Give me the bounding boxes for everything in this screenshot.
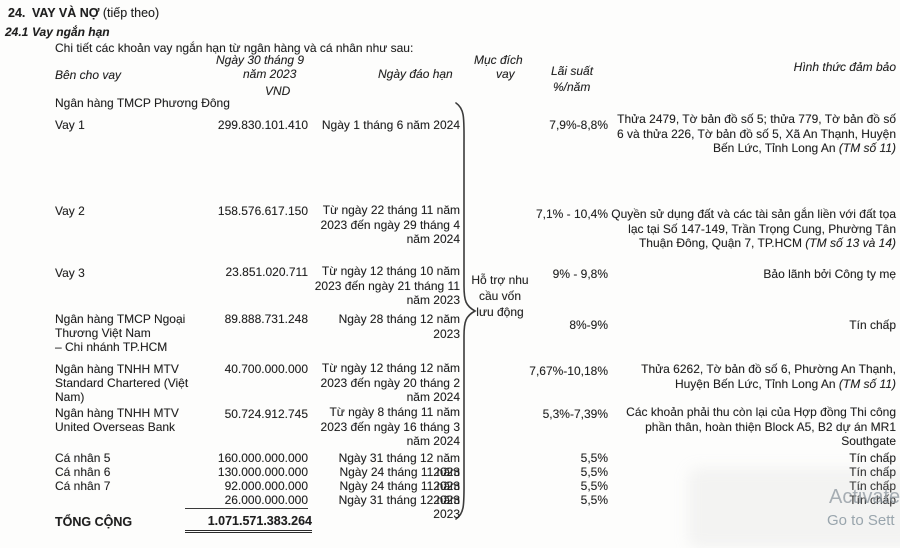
row-collateral: Bảo lãnh bởi Công ty mẹ (763, 267, 896, 281)
row-amount: 89.888.731.248 (224, 312, 308, 326)
row-lender: Ngân hàng TMCP Ngoại Thương Việt Nam – C… (55, 312, 210, 354)
row-lender: Cá nhân 7 (55, 479, 111, 493)
header-collateral: Hình thức đảm bảo (793, 60, 896, 74)
row-lender: Ngân hàng TNHH MTV United Overseas Bank (55, 406, 179, 434)
header-amount-unit: VND (265, 84, 291, 98)
row-amount: 40.700.000.000 (224, 362, 308, 376)
header-purpose-line2: vay (496, 67, 515, 81)
row-maturity: Từ ngày 12 tháng 10 năm 2023 đến ngày 21… (314, 264, 460, 308)
header-purpose-line1: Mục đích (474, 53, 523, 67)
row-maturity: Từ ngày 12 tháng 12 năm 2023 đến ngày 20… (320, 361, 460, 405)
row-collateral: Quyền sử dụng đất và các tài sản gắn liề… (610, 207, 896, 251)
row-maturity: Ngày 28 tháng 12 năm 2023 (338, 312, 460, 341)
row-maturity: Từ ngày 22 tháng 11 năm 2023 đến ngày 29… (320, 203, 460, 247)
header-lender: Bên cho vay (55, 68, 122, 82)
row-amount: 158.576.617.150 (217, 204, 308, 218)
row-collateral: Tín chấp (849, 465, 896, 479)
lender-branch: – Chi nhánh TP.HCM (55, 340, 168, 354)
row-amount: 50.724.912.745 (224, 407, 308, 421)
total-amount: 1.071.571.383.264 (185, 514, 312, 533)
section-title-text: VAY VÀ NỢ (32, 6, 100, 20)
collateral-note: (TM số 13 và 14) (805, 236, 896, 251)
go-to-settings-watermark: Go to Sett (827, 512, 895, 529)
row-amount: 130.000.000.000 (217, 465, 308, 479)
row-amount: 26.000.000.000 (185, 493, 308, 509)
row-amount: 299.830.101.410 (217, 118, 308, 132)
collateral-text: Quyền sử dụng đất và các tài sản gắn liề… (611, 207, 896, 251)
row-collateral: Các khoản phải thu còn lại của Hợp đồng … (626, 405, 896, 449)
row-rate: 7,9%-8,8% (549, 118, 608, 132)
row-maturity: Từ ngày 8 tháng 11 năm 2023 đến ngày 16 … (320, 405, 460, 449)
row-amount: 92.000.000.000 (224, 479, 308, 493)
row-maturity: Ngày 31 tháng 12 năm 2023 (338, 451, 460, 479)
row-collateral: Thửa 2479, Tờ bản đồ số 5; thửa 779, Tờ … (610, 112, 896, 156)
collateral-text: Thửa 6262, Tờ bản đồ số 6, Phường An Thạ… (641, 362, 896, 391)
row-rate: 5,5% (580, 479, 608, 493)
section-title-suffix: (tiếp theo) (99, 6, 160, 20)
purpose-brace-icon (449, 101, 479, 521)
section-title: VAY VÀ NỢ (tiếp theo) (32, 6, 159, 20)
section-number: 24. (8, 6, 26, 20)
row-maturity: Ngày 24 tháng 11 năm 2023 (339, 479, 460, 507)
row-lender: Cá nhân 6 (55, 465, 111, 479)
scan-corner-shade (688, 468, 900, 548)
row-rate: 5,5% (580, 451, 608, 465)
subsection-title: Vay ngắn hạn (32, 25, 110, 39)
row-lender: Ngân hàng TNHH MTV Standard Chartered (V… (55, 362, 189, 404)
row-lender: Vay 3 (55, 266, 85, 280)
row-rate: 9% - 9,8% (552, 267, 608, 281)
row-maturity: Ngày 24 tháng 11 năm 2023 (339, 465, 460, 493)
header-amount-line1: Ngày 30 tháng 9 (216, 53, 305, 67)
collateral-note: (TM số 11) (838, 141, 896, 156)
total-label: TỔNG CỘNG (55, 515, 133, 529)
row-rate: 8%-9% (569, 318, 608, 332)
row-lender: Vay 1 (55, 118, 85, 132)
header-maturity: Ngày đáo hạn (378, 67, 453, 81)
row-lender: Cá nhân 5 (55, 451, 111, 465)
row-collateral: Tín chấp (849, 451, 896, 465)
row-amount: 23.851.020.711 (225, 265, 308, 279)
lender-name: Ngân hàng TMCP Ngoại Thương Việt Nam (55, 312, 186, 340)
row-lender: Vay 2 (55, 204, 85, 218)
collateral-note: (TM số 11) (838, 376, 896, 391)
row-collateral: Tín chấp (849, 493, 896, 507)
subsection-number: 24.1 (5, 25, 29, 39)
row-rate: 5,5% (580, 493, 608, 507)
row-rate: 5,5% (580, 465, 608, 479)
header-rate-line1: Lãi suất (551, 64, 594, 78)
row-rate: 7,67%-10,18% (529, 364, 608, 378)
header-amount-line2: năm 2023 (243, 67, 297, 81)
collateral-text: Thửa 2479, Tờ bản đồ số 5; thửa 779, Tờ … (617, 112, 896, 156)
row-amount: 160.000.000.000 (217, 451, 308, 465)
activate-windows-watermark: Activate (829, 486, 900, 508)
lender-group-title: Ngân hàng TMCP Phương Đông (55, 96, 230, 110)
row-maturity: Ngày 1 tháng 6 năm 2024 (321, 118, 460, 132)
row-collateral: Thửa 6262, Tờ bản đồ số 6, Phường An Thạ… (610, 362, 896, 391)
row-maturity: Ngày 31 tháng 12 năm 2023 (338, 493, 460, 521)
row-rate: 5,3%-7,39% (542, 407, 608, 421)
header-rate-line2: %/năm (553, 80, 591, 94)
row-rate: 7,1% - 10,4% (535, 207, 608, 221)
row-collateral: Tín chấp (849, 318, 896, 332)
financial-note-page: 24. VAY VÀ NỢ (tiếp theo) 24.1 Vay ngắn … (5, 6, 900, 548)
row-collateral: Tín chấp (849, 479, 896, 493)
intro-text: Chi tiết các khoản vay ngắn hạn từ ngân … (55, 41, 414, 55)
purpose-label: Hỗ trợ nhu cầu vốn lưu động (471, 273, 529, 319)
